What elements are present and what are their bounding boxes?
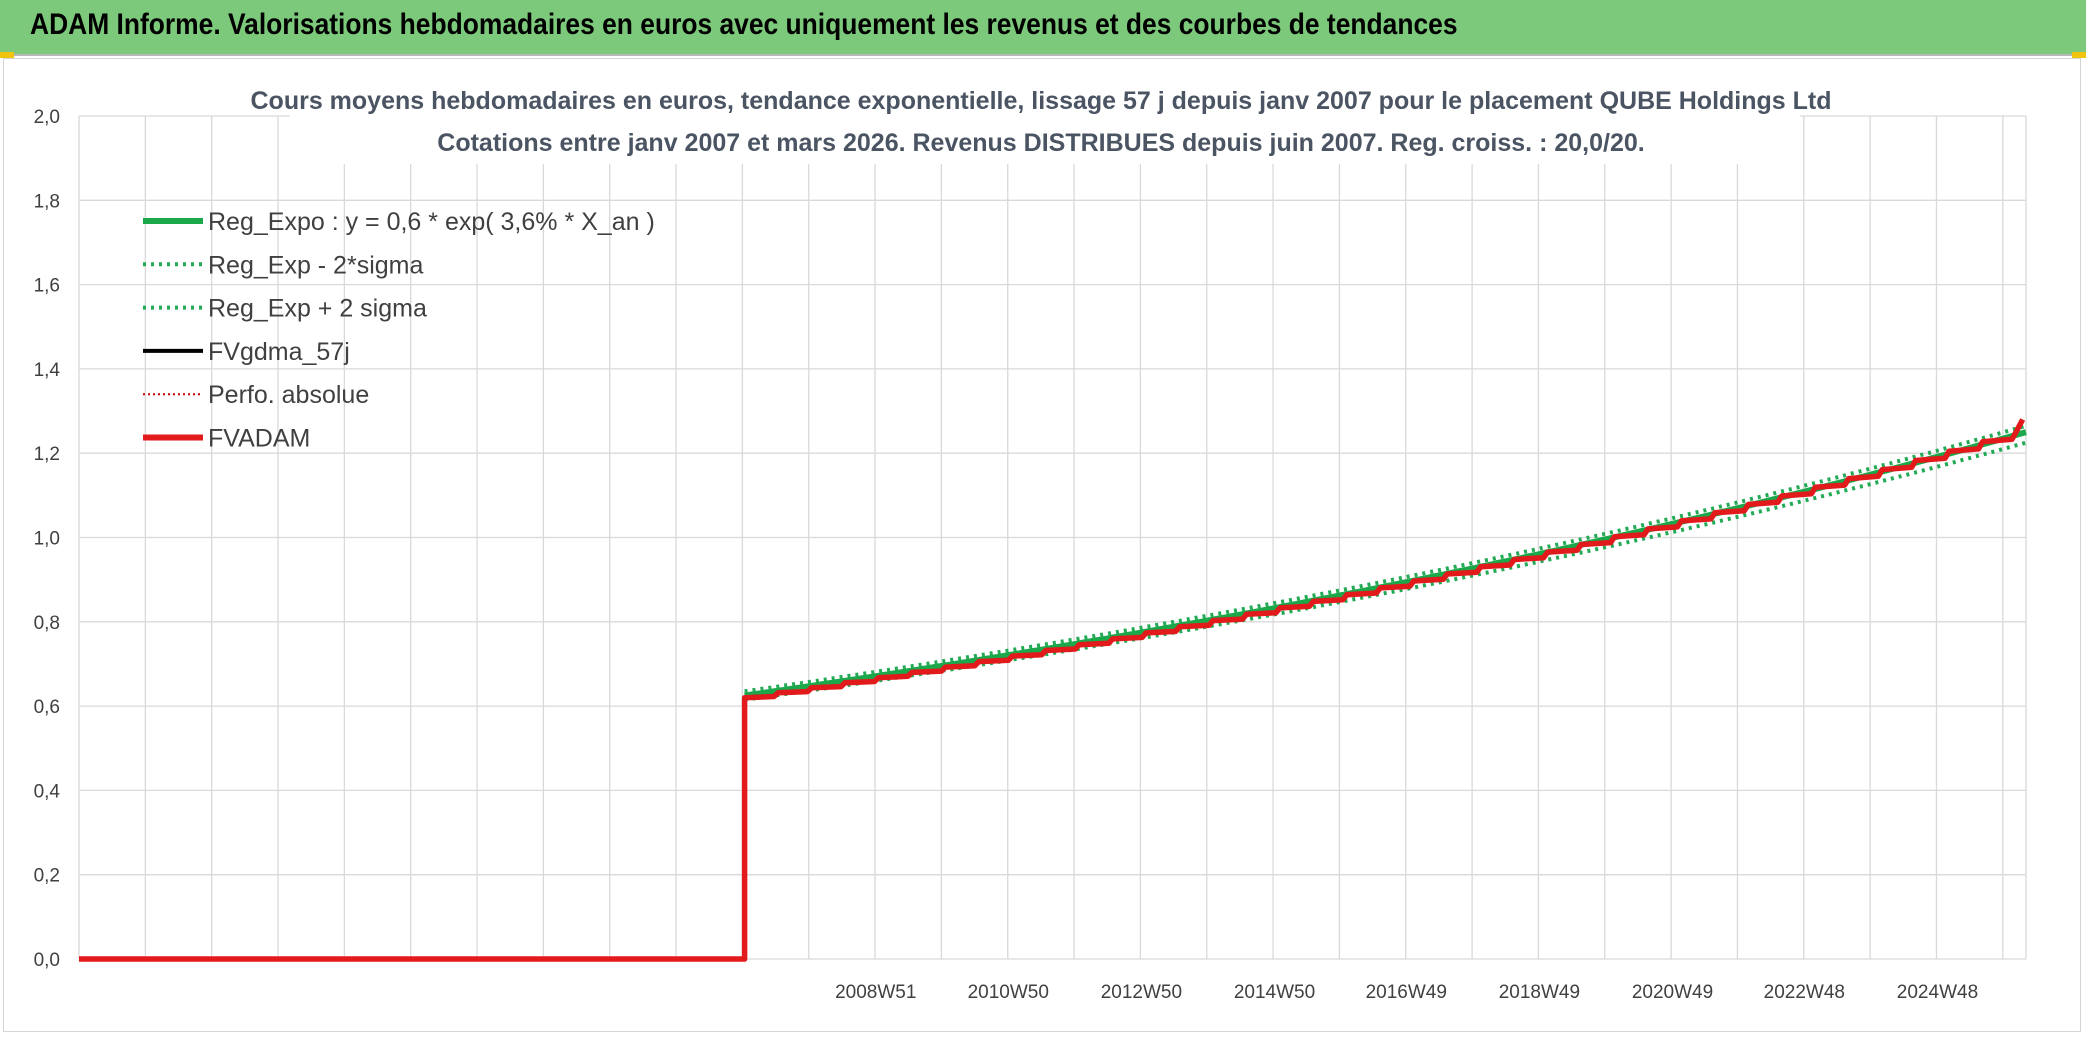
report-banner: ADAM Informe. Valorisations hebdomadaire… xyxy=(0,0,2086,56)
report-title: ADAM Informe. Valorisations hebdomadaire… xyxy=(30,8,1458,41)
y-tick-label: 0,8 xyxy=(34,613,60,634)
y-tick-label: 0,4 xyxy=(34,781,61,802)
corner-marker-left xyxy=(0,52,14,58)
chart-title-block: Cours moyens hebdomadaires en euros, ten… xyxy=(251,80,1832,164)
title-background xyxy=(290,80,1800,164)
series-fvadam xyxy=(79,418,2026,962)
corner-marker-right xyxy=(2072,52,2086,58)
legend-label: Reg_Expo : y = 0,6 * exp( 3,6% * X_an ) xyxy=(208,208,655,236)
x-tick-label: 2020W49 xyxy=(1632,982,1713,1003)
x-tick-label: 2016W49 xyxy=(1366,982,1447,1003)
x-tick-label: 2012W50 xyxy=(1101,982,1182,1003)
chart-title-line-2: Cotations entre janv 2007 et mars 2026. … xyxy=(437,129,1644,157)
y-tick-label: 0,2 xyxy=(34,866,60,887)
y-tick-label: 2,0 xyxy=(34,107,60,128)
series-layer xyxy=(79,418,2027,962)
x-tick-label: 2022W48 xyxy=(1764,982,1845,1003)
legend-label: Perfo. absolue xyxy=(208,381,369,409)
x-tick-label: 2010W50 xyxy=(968,982,1049,1003)
legend-label: Reg_Exp + 2 sigma xyxy=(208,295,427,323)
x-tick-label: 2024W48 xyxy=(1897,982,1978,1003)
gridlines xyxy=(78,115,2027,960)
x-tick-label: 2014W50 xyxy=(1234,982,1315,1003)
y-tick-label: 0,0 xyxy=(34,950,60,971)
axes: 0,0 0,2 0,4 0,6 0,8 1,0 1,2 1,4 1,6 1,8 2,0 2008W51… xyxy=(34,107,1979,1003)
y-tick-label: 1,4 xyxy=(34,360,61,381)
y-tick-label: 1,2 xyxy=(34,444,60,465)
legend: Reg_Expo : y = 0,6 * exp( 3,6% * X_an ) R… xyxy=(143,208,655,453)
x-tick-label: 2008W51 xyxy=(835,982,916,1003)
y-tick-label: 1,6 xyxy=(34,276,60,297)
chart-frame xyxy=(3,58,2081,1032)
series-reg-expo xyxy=(744,429,2027,699)
x-tick-label: 2018W49 xyxy=(1499,982,1580,1003)
series-reg-exp-minus-2sigma xyxy=(744,440,2027,702)
legend-label: Reg_Exp - 2*sigma xyxy=(208,251,423,279)
legend-label: FVgdma_57j xyxy=(208,338,350,366)
y-tick-label: 0,6 xyxy=(34,697,60,718)
series-reg-exp-plus-2sigma xyxy=(744,423,2027,694)
y-tick-label: 1,8 xyxy=(34,191,60,212)
legend-label: FVADAM xyxy=(208,425,310,453)
chart-title-line-1: Cours moyens hebdomadaires en euros, ten… xyxy=(251,87,1832,115)
y-tick-label: 1,0 xyxy=(34,529,60,550)
